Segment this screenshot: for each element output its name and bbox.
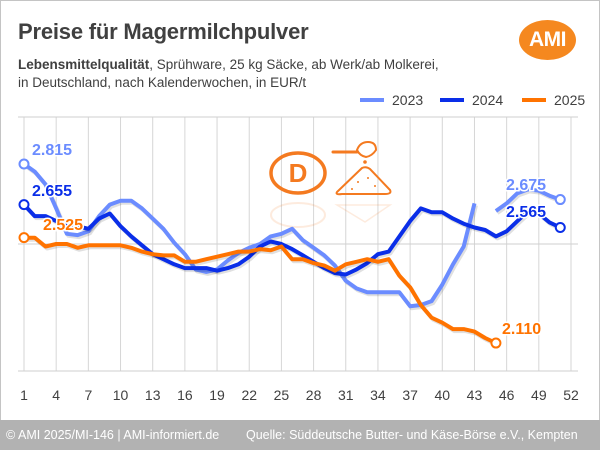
- footer-copyright: © AMI 2025/MI-146 | AMI-informiert.de: [6, 428, 220, 442]
- footer: © AMI 2025/MI-146 | AMI-informiert.de Qu…: [0, 420, 600, 450]
- legend-swatch-2024: [440, 98, 464, 102]
- subtitle-bold: Lebensmittelqualität: [18, 57, 150, 72]
- x-axis-ticks: 1 4 7 10 13 16 19 22 25 28 31 34 37 40 43 46 49 52: [20, 387, 579, 403]
- x-tick-label: 40: [435, 387, 451, 403]
- chart-title: Preise für Magermilchpulver: [18, 19, 309, 44]
- x-tick-label: 16: [177, 387, 193, 403]
- germany-badge-icon: D: [269, 151, 327, 228]
- x-tick-label: 19: [209, 387, 225, 403]
- x-tick-label: 4: [52, 387, 60, 403]
- x-tick-label: 43: [467, 387, 483, 403]
- gridlines: [18, 116, 578, 372]
- line-chart: 1 4 7 10 13 16 19 22 25 28 31 34 37 40 43 46 49 52 D 2.81…: [18, 116, 579, 403]
- badge-letter: D: [289, 158, 308, 188]
- legend-label-2024: 2024: [472, 92, 504, 108]
- x-tick-label: 28: [306, 387, 322, 403]
- data-label-2025-end: 2.110: [502, 321, 541, 338]
- data-label-2025-start: 2.525: [43, 217, 83, 234]
- series-line-2024: [22, 203, 562, 277]
- series-lines: [18, 158, 566, 349]
- x-tick-label: 13: [145, 387, 161, 403]
- legend-item-2025: 2025: [522, 92, 585, 108]
- footer-source: Quelle: Süddeutsche Butter- und Käse-Bör…: [246, 428, 578, 442]
- x-tick-label: 52: [563, 387, 579, 403]
- legend-swatch-2025: [522, 98, 546, 102]
- x-tick-label: 25: [274, 387, 290, 403]
- subtitle-line2: in Deutschland, nach Kalenderwochen, in …: [18, 75, 307, 90]
- ami-logo: AMI: [519, 20, 576, 60]
- legend-label-2023: 2023: [392, 92, 424, 108]
- series-line-2023: [22, 162, 477, 309]
- x-tick-label: 7: [84, 387, 92, 403]
- endpoint-marker-last-2025: [490, 337, 502, 349]
- x-tick-label: 1: [20, 387, 28, 403]
- x-tick-label: 37: [402, 387, 418, 403]
- legend-item-2024: 2024: [440, 92, 503, 108]
- endpoint-marker-last-2023: [554, 194, 566, 206]
- legend-swatch-2023: [360, 98, 384, 102]
- legend-item-2023: 2023: [360, 92, 423, 108]
- series-shadow-2025: [25, 237, 499, 347]
- series-line-2023: [494, 187, 561, 213]
- x-tick-label: 34: [370, 387, 386, 403]
- subtitle-line1: , Sprühware, 25 kg Säcke, ab Werk/ab Mol…: [149, 57, 439, 72]
- series-line-2025: [24, 235, 497, 345]
- milk-powder-scoop-icon: [331, 140, 393, 223]
- data-label-2024-start: 2.655: [32, 183, 72, 200]
- chart-subtitle: Lebensmittelqualität, Sprühware, 25 kg S…: [18, 56, 439, 92]
- endpoint-marker-first-2025: [18, 232, 30, 244]
- x-tick-label: 49: [531, 387, 547, 403]
- x-tick-label: 22: [241, 387, 257, 403]
- data-labels: 2.815 2.655 2.525 2.675 2.565 2.110: [31, 141, 548, 340]
- endpoint-marker-first-2024: [18, 199, 30, 211]
- x-tick-label: 10: [113, 387, 129, 403]
- legend-label-2025: 2025: [554, 92, 586, 108]
- data-label-2023-start: 2.815: [32, 142, 72, 159]
- data-label-2023-end: 2.675: [506, 177, 546, 194]
- x-tick-label: 31: [338, 387, 354, 403]
- endpoint-marker-last-2024: [554, 221, 566, 233]
- x-tick-label: 46: [499, 387, 515, 403]
- endpoint-marker-first-2023: [18, 158, 30, 170]
- data-label-2024-end: 2.565: [506, 204, 546, 221]
